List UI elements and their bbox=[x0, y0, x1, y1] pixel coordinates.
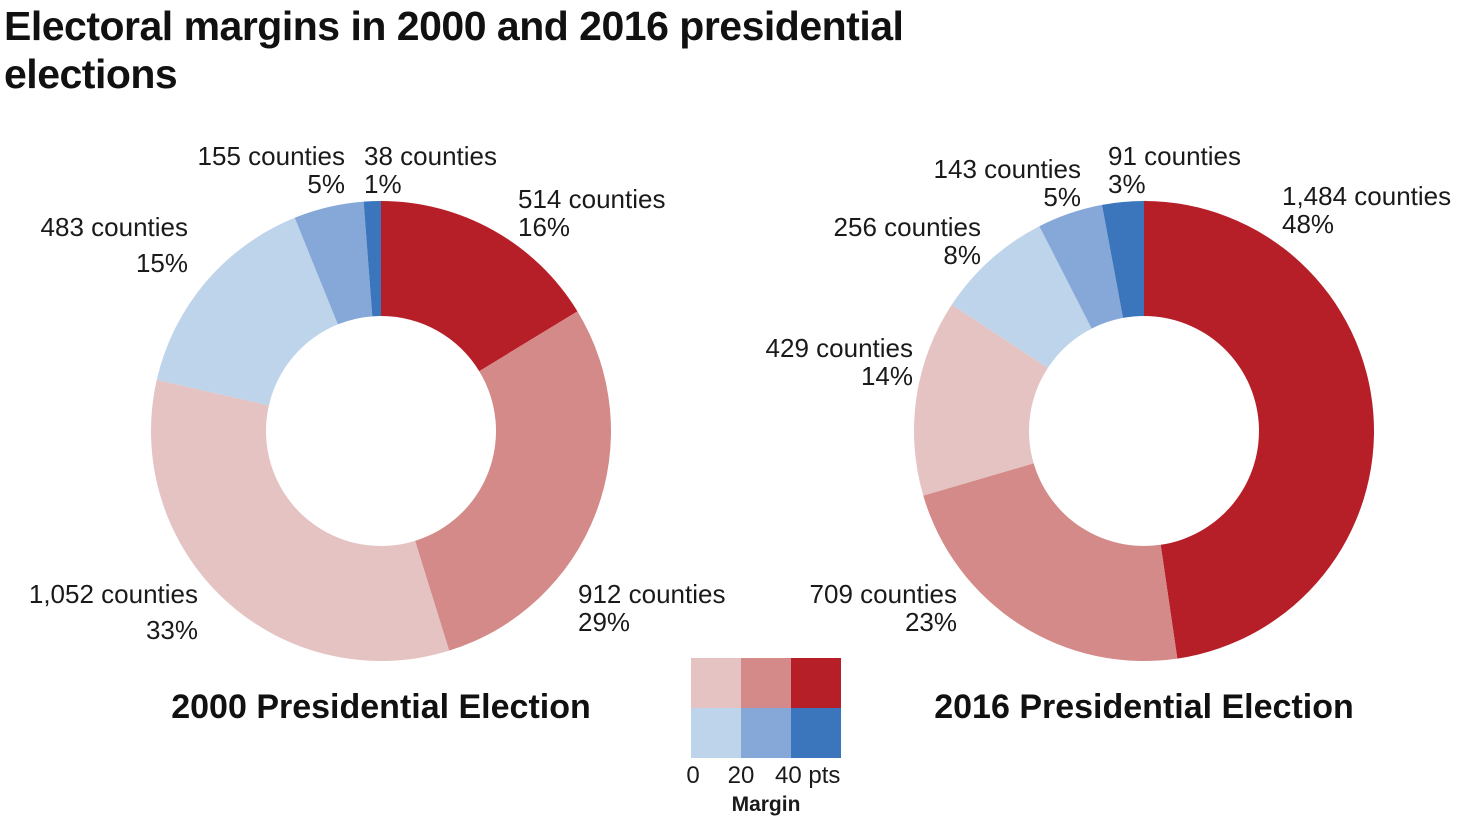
legend-swatch bbox=[791, 658, 841, 708]
slice-percent: 5% bbox=[307, 169, 345, 199]
slice bbox=[1039, 204, 1123, 329]
slice-label: 38 counties bbox=[364, 141, 497, 171]
slice bbox=[151, 379, 450, 661]
legend-tick: 20 bbox=[728, 762, 755, 789]
slice-label: 483 counties bbox=[41, 212, 188, 242]
chart-subtitle: 2016 Presidential Election bbox=[934, 688, 1354, 726]
margin-legend: 0 20 40 pts Margin bbox=[686, 658, 841, 816]
slice-label: 1,484 counties bbox=[1282, 181, 1451, 211]
slice-label: 429 counties bbox=[766, 333, 913, 363]
slice-percent: 16% bbox=[518, 212, 570, 242]
slice-label: 256 counties bbox=[834, 212, 981, 242]
slice bbox=[294, 201, 373, 325]
legend-tick: 40 pts bbox=[775, 762, 840, 789]
slice-label: 91 counties bbox=[1108, 141, 1241, 171]
slice bbox=[156, 217, 338, 406]
legend-swatch bbox=[691, 658, 741, 708]
legend-swatch bbox=[741, 658, 791, 708]
legend-swatch bbox=[791, 708, 841, 758]
slice bbox=[415, 311, 611, 651]
legend-title: Margin bbox=[732, 793, 801, 816]
slice-label: 709 counties bbox=[810, 579, 957, 609]
slice-percent: 29% bbox=[578, 607, 630, 637]
legend-swatch bbox=[741, 708, 791, 758]
slice-percent: 3% bbox=[1108, 169, 1146, 199]
slice bbox=[1101, 201, 1144, 318]
slice-label: 912 counties bbox=[578, 579, 725, 609]
chart-title: Electoral margins in 2000 and 2016 presi… bbox=[4, 3, 904, 97]
slice-label: 155 counties bbox=[198, 141, 345, 171]
slice bbox=[363, 201, 381, 317]
slice-label: 1,052 counties bbox=[29, 579, 198, 609]
slice-percent: 33% bbox=[146, 615, 198, 645]
slice-percent: 5% bbox=[1043, 182, 1081, 212]
slice bbox=[951, 226, 1092, 368]
slice-percent: 23% bbox=[905, 607, 957, 637]
slice-percent: 48% bbox=[1282, 209, 1334, 239]
slice-label: 143 counties bbox=[934, 154, 1081, 184]
slice bbox=[913, 304, 1048, 496]
slice-label: 514 counties bbox=[518, 184, 665, 214]
legend-swatch bbox=[691, 708, 741, 758]
slice bbox=[381, 201, 578, 372]
slice-percent: 15% bbox=[136, 248, 188, 278]
slice bbox=[923, 463, 1178, 661]
slice-percent: 8% bbox=[943, 240, 981, 270]
slice-percent: 14% bbox=[861, 361, 913, 391]
legend-tick: 0 bbox=[686, 762, 699, 789]
slice-percent: 1% bbox=[364, 169, 402, 199]
slice bbox=[1144, 201, 1374, 659]
chart-subtitle: 2000 Presidential Election bbox=[171, 688, 591, 726]
